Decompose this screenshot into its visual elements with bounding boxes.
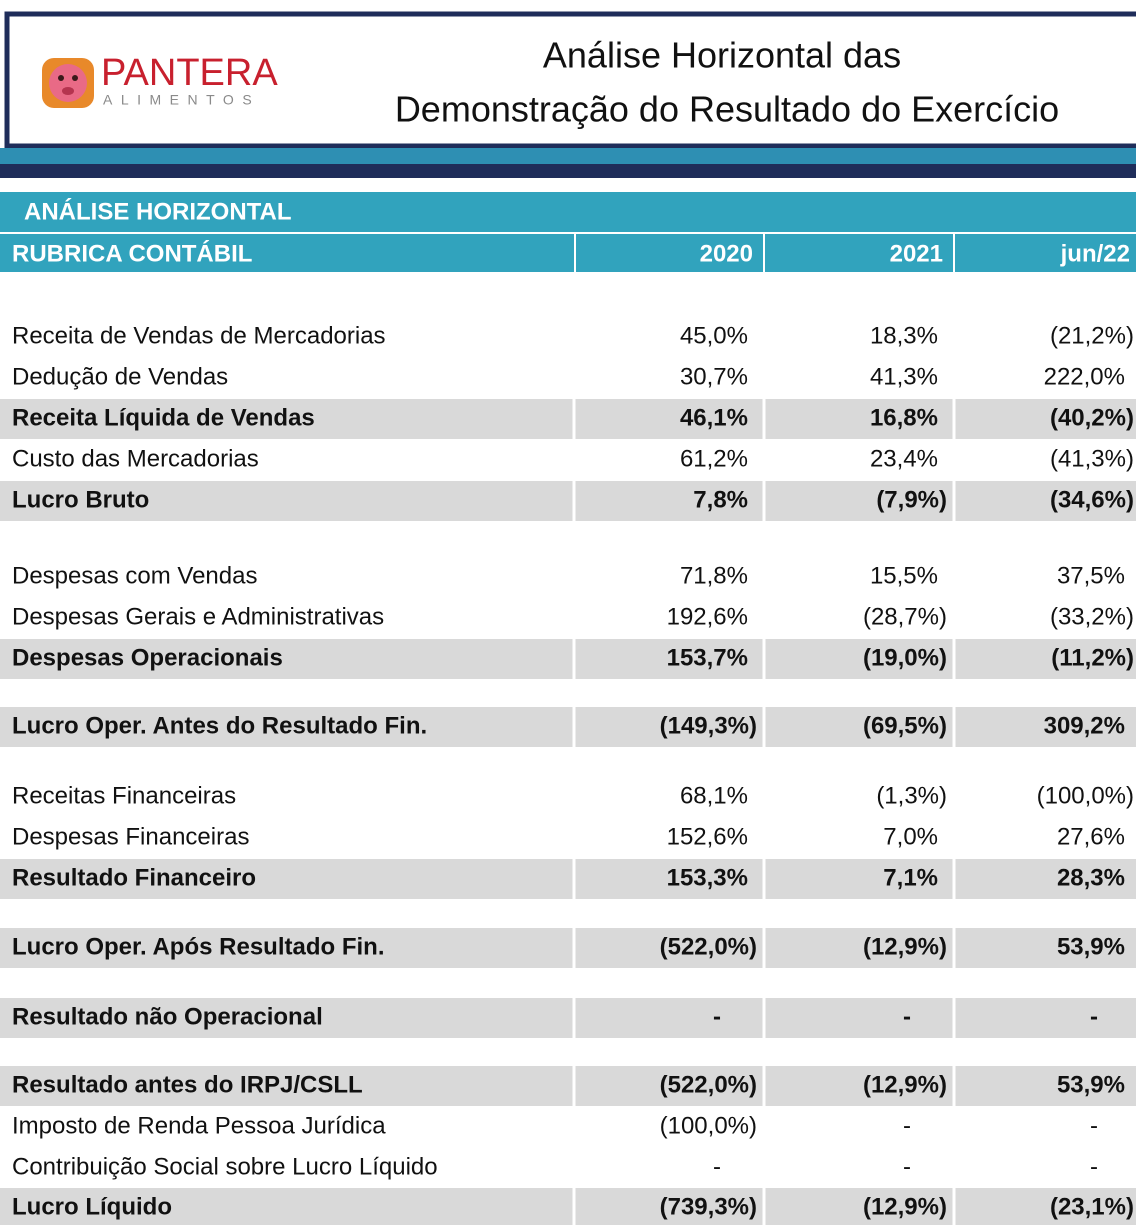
row-label: Receita Líquida de Vendas <box>12 404 315 431</box>
cell-value: (21,2%) <box>1050 322 1134 349</box>
row-shade <box>0 859 1136 899</box>
row-label: Receita de Vendas de Mercadorias <box>12 322 386 349</box>
cell-value: - <box>903 1003 911 1030</box>
row-shade <box>0 1066 1136 1106</box>
row-shade <box>0 1188 1136 1225</box>
title-line: Demonstração do Resultado do Exercício <box>395 89 1059 130</box>
cell-value: (12,9%) <box>863 1071 947 1098</box>
cell-value: 153,7% <box>667 644 748 671</box>
header-band <box>0 148 1136 164</box>
cell-value: (522,0%) <box>660 1071 757 1098</box>
cell-value: 27,6% <box>1057 823 1125 850</box>
cell-value: (41,3%) <box>1050 445 1134 472</box>
row-label: Resultado antes do IRPJ/CSLL <box>12 1071 363 1098</box>
cell-value: 153,3% <box>667 864 748 891</box>
cell-value: - <box>713 1003 721 1030</box>
row-label: Custo das Mercadorias <box>12 445 259 472</box>
title-line: Análise Horizontal das <box>543 35 901 76</box>
cell-value: 7,0% <box>883 823 938 850</box>
cell-value: (522,0%) <box>660 933 757 960</box>
cell-value: - <box>713 1153 721 1180</box>
cell-value: 28,3% <box>1057 864 1125 891</box>
column-header: 2021 <box>890 240 943 267</box>
cell-value: 7,1% <box>883 864 938 891</box>
cell-value: (40,2%) <box>1050 404 1134 431</box>
cell-value: (69,5%) <box>863 712 947 739</box>
row-label: Dedução de Vendas <box>12 363 228 390</box>
cell-value: 16,8% <box>870 404 938 431</box>
row-label: Contribuição Social sobre Lucro Líquido <box>12 1153 438 1180</box>
logo-subtitle: ALIMENTOS <box>103 92 260 108</box>
cell-value: (7,9%) <box>876 486 947 513</box>
column-header: jun/22 <box>1060 240 1130 267</box>
cell-value: 7,8% <box>693 486 748 513</box>
cell-value: - <box>903 1112 911 1139</box>
row-label: Despesas com Vendas <box>12 562 257 589</box>
cell-value: 30,7% <box>680 363 748 390</box>
row-shade <box>0 399 1136 439</box>
row-label: Despesas Financeiras <box>12 823 249 850</box>
row-shade <box>0 928 1136 968</box>
row-label: Lucro Oper. Após Resultado Fin. <box>12 933 384 960</box>
cell-value: (33,2%) <box>1050 603 1134 630</box>
cell-value: (34,6%) <box>1050 486 1134 513</box>
cell-value: 71,8% <box>680 562 748 589</box>
logo-name: PANTERA <box>101 52 278 94</box>
column-header: RUBRICA CONTÁBIL <box>12 239 252 267</box>
cell-value: (149,3%) <box>660 712 757 739</box>
cell-value: 53,9% <box>1057 933 1125 960</box>
logo-icon <box>42 58 94 108</box>
cell-value: 53,9% <box>1057 1071 1125 1098</box>
row-label: Imposto de Renda Pessoa Jurídica <box>12 1112 386 1139</box>
row-label: Resultado Financeiro <box>12 864 256 891</box>
cell-value: 15,5% <box>870 562 938 589</box>
cell-value: (11,2%) <box>1051 644 1134 671</box>
column-header: 2020 <box>700 240 753 267</box>
cell-value: 46,1% <box>680 404 748 431</box>
row-shade <box>0 639 1136 679</box>
row-shade <box>0 707 1136 747</box>
cell-value: 222,0% <box>1044 363 1125 390</box>
cell-value: 23,4% <box>870 445 938 472</box>
row-label: Lucro Oper. Antes do Resultado Fin. <box>12 712 427 739</box>
row-label: Resultado não Operacional <box>12 1003 323 1030</box>
row-label: Lucro Bruto <box>12 486 149 513</box>
cell-value: (12,9%) <box>863 933 947 960</box>
cell-value: (28,7%) <box>863 603 947 630</box>
row-label: Despesas Operacionais <box>12 644 283 671</box>
row-label: Despesas Gerais e Administrativas <box>12 603 384 630</box>
row-label: Lucro Líquido <box>12 1193 172 1220</box>
cell-value: 41,3% <box>870 363 938 390</box>
cell-value: - <box>903 1153 911 1180</box>
header-box <box>4 11 1136 149</box>
header-band-dark <box>0 164 1136 178</box>
section-title: ANÁLISE HORIZONTAL <box>24 197 292 225</box>
row-shade <box>0 998 1136 1038</box>
cell-value: 152,6% <box>667 823 748 850</box>
cell-value: 61,2% <box>680 445 748 472</box>
cell-value: (23,1%) <box>1050 1193 1134 1220</box>
row-label: Receitas Financeiras <box>12 782 236 809</box>
cell-value: 309,2% <box>1044 712 1125 739</box>
cell-value: 68,1% <box>680 782 748 809</box>
cell-value: 37,5% <box>1057 562 1125 589</box>
cell-value: 45,0% <box>680 322 748 349</box>
cell-value: - <box>1090 1112 1098 1139</box>
cell-value: - <box>1090 1003 1098 1030</box>
cell-value: (100,0%) <box>660 1112 757 1139</box>
cell-value: (100,0%) <box>1037 782 1134 809</box>
cell-value: 18,3% <box>870 322 938 349</box>
cell-value: (19,0%) <box>863 644 947 671</box>
cell-value: (12,9%) <box>863 1193 947 1220</box>
cell-value: (1,3%) <box>876 782 947 809</box>
cell-value: 192,6% <box>667 603 748 630</box>
row-shade <box>0 481 1136 521</box>
cell-value: (739,3%) <box>660 1193 757 1220</box>
cell-value: - <box>1090 1153 1098 1180</box>
